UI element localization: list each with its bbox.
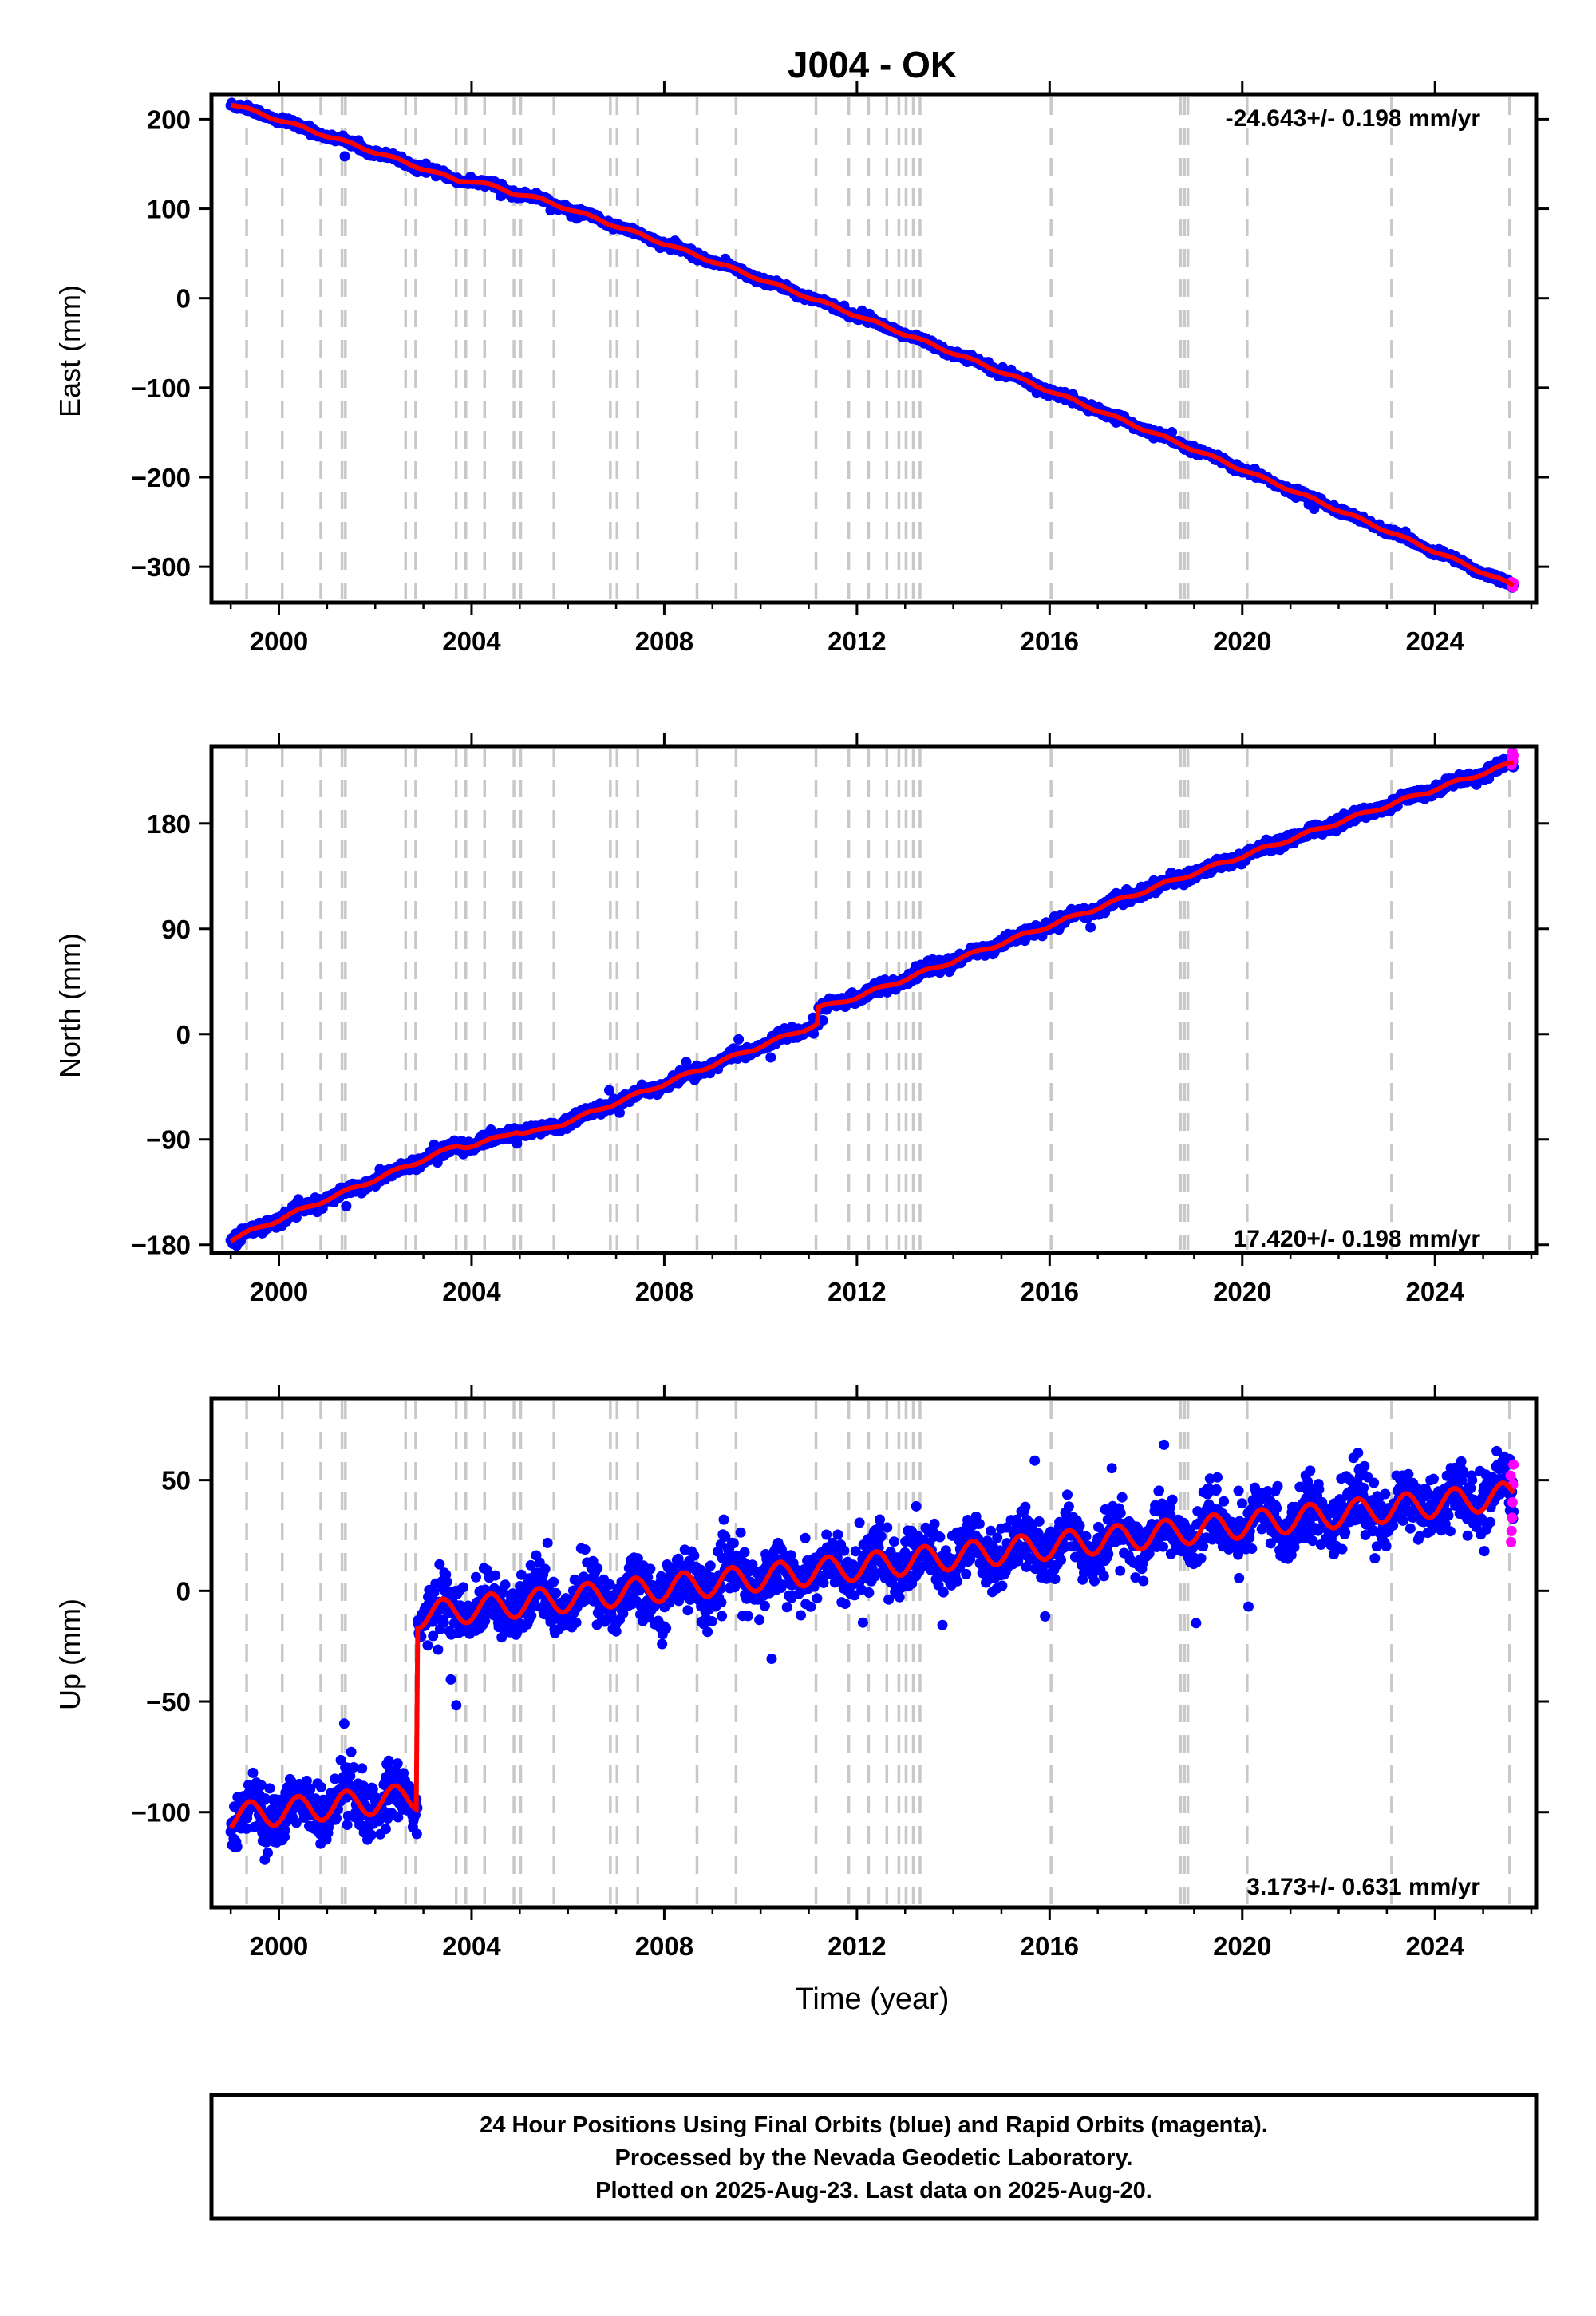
east-ylabel: East (mm) — [53, 285, 86, 417]
east-frame — [209, 92, 1539, 605]
east-xtick-label: 2020 — [1213, 626, 1271, 656]
north-final-point — [341, 1200, 352, 1211]
east-xtick-label: 2004 — [442, 626, 501, 656]
east-final-point — [1167, 427, 1178, 437]
north-plot-body: 2000 2004 2008 2012 2016 2020 2024180900−90−18… — [132, 733, 1549, 1306]
east-model-line — [230, 102, 1515, 588]
north-final-point — [733, 1034, 745, 1045]
east-plot-body: 2000 2004 2008 2012 2016 2020 2024 200 100 0 −100 −… — [132, 81, 1549, 656]
east-final-point — [339, 151, 350, 162]
east-xtick-label: 2000 — [250, 626, 308, 656]
east-ytick-label: 0 — [176, 284, 191, 314]
north-final-point — [604, 1085, 614, 1096]
east-ytick-label: −200 — [132, 463, 191, 492]
north-panel: 2000 2004 2008 2012 2016 2020 2024180900−90−18… — [53, 733, 1549, 1306]
north-final-point — [817, 1015, 828, 1026]
east-ytick-label: −300 — [132, 552, 191, 582]
east-xtick-label: 2008 — [635, 626, 693, 656]
east-xtick-label: 2016 — [1021, 626, 1079, 656]
east-ytick-label: 200 — [147, 105, 191, 134]
east-xtick-label: 2012 — [828, 626, 886, 656]
north-final-point — [765, 1052, 776, 1063]
north-final-point — [1085, 922, 1096, 933]
east-ytick-label: −100 — [132, 373, 191, 403]
east-xtick-label: 2024 — [1406, 626, 1465, 656]
east-panel: 2000 2004 2008 2012 2016 2020 2024 200 100 0 −100 −… — [53, 81, 1549, 656]
east-ytick-label: 100 — [147, 195, 191, 224]
chart-title: J004 - OK — [788, 44, 957, 85]
east-rate-label: -24.643+/- 0.198 mm/yr — [1226, 105, 1481, 132]
north-final-point — [614, 1107, 625, 1118]
